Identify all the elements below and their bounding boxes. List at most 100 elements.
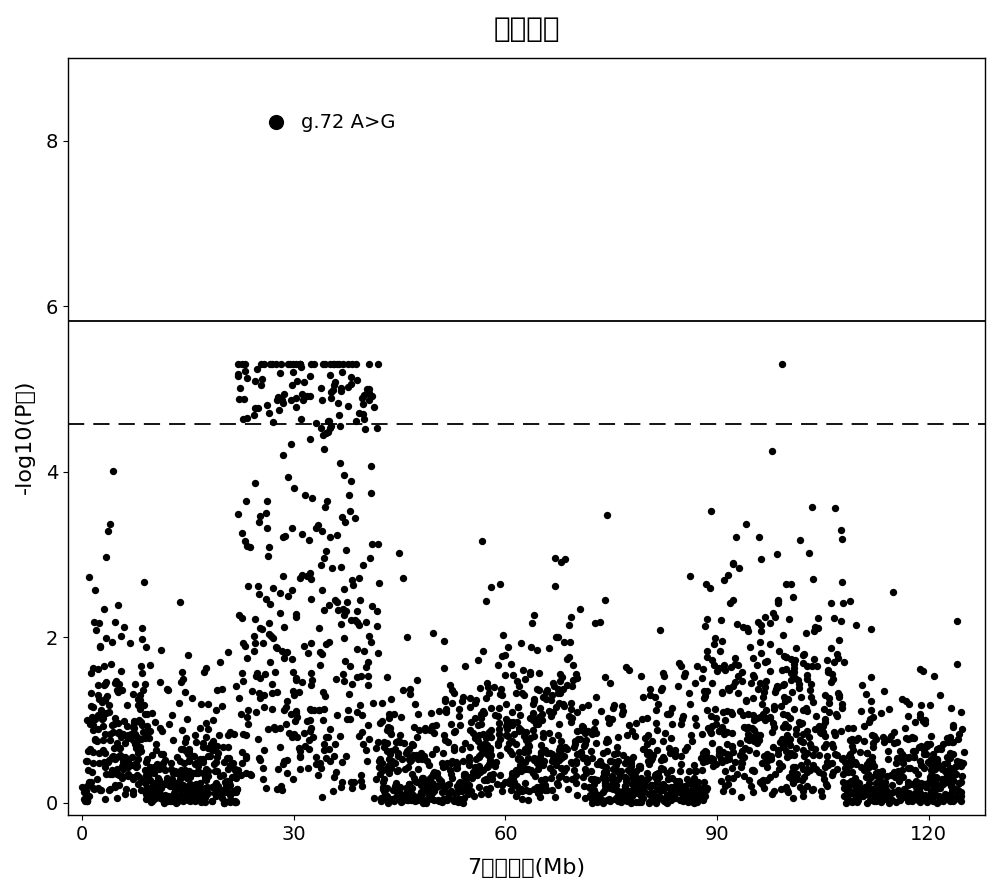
Point <box>475 726 491 740</box>
Point <box>442 678 458 692</box>
Point <box>340 357 356 371</box>
Point <box>85 745 101 759</box>
Point <box>104 750 120 764</box>
Point <box>659 791 675 805</box>
Point <box>732 736 748 750</box>
Point <box>198 773 214 788</box>
Point <box>838 789 854 804</box>
Point <box>370 735 386 749</box>
Point <box>688 779 704 793</box>
Point <box>640 755 656 769</box>
Point <box>739 731 755 746</box>
Point <box>903 790 919 805</box>
Point <box>831 690 847 705</box>
Point <box>605 782 621 797</box>
Point <box>380 796 396 810</box>
Point <box>847 771 863 785</box>
Point <box>361 386 377 400</box>
Point <box>167 780 183 795</box>
Point <box>839 782 855 797</box>
Point <box>695 792 711 806</box>
Point <box>325 383 341 397</box>
Point <box>687 764 703 778</box>
Point <box>535 725 551 739</box>
Point <box>423 783 439 797</box>
Point <box>839 786 855 800</box>
Point <box>388 784 404 798</box>
Point <box>391 785 407 799</box>
Point <box>288 610 304 624</box>
Point <box>740 706 756 721</box>
Point <box>564 711 580 725</box>
Point <box>465 726 481 740</box>
Point <box>699 644 715 658</box>
Point <box>342 658 358 672</box>
Point <box>414 772 430 786</box>
Point <box>762 616 778 630</box>
Point <box>720 777 736 791</box>
Point <box>85 755 101 770</box>
Point <box>924 764 940 778</box>
Point <box>136 697 152 712</box>
Point <box>388 735 404 749</box>
Point <box>509 786 525 800</box>
Point <box>273 779 289 793</box>
Point <box>114 759 130 773</box>
Point <box>81 789 97 803</box>
Point <box>181 754 197 768</box>
Point <box>194 782 210 797</box>
Point <box>137 776 153 790</box>
Point <box>926 787 942 801</box>
Point <box>580 697 596 712</box>
Point <box>259 397 275 412</box>
Point <box>455 796 471 810</box>
Point <box>492 687 508 701</box>
Point <box>176 769 192 783</box>
Point <box>226 726 242 740</box>
Point <box>631 786 647 800</box>
Point <box>548 758 564 772</box>
Point <box>89 734 105 748</box>
Point <box>169 795 185 809</box>
Point <box>649 782 665 797</box>
Point <box>142 782 158 797</box>
Point <box>575 770 591 784</box>
Point <box>697 789 713 804</box>
Point <box>478 594 494 608</box>
Point <box>812 722 828 736</box>
Point <box>895 770 911 784</box>
Point <box>842 747 858 762</box>
Point <box>713 613 729 628</box>
Point <box>534 707 550 722</box>
Point <box>478 690 494 705</box>
Point <box>795 742 811 756</box>
Point <box>503 783 519 797</box>
Point <box>848 780 864 794</box>
Point <box>816 740 832 755</box>
Point <box>671 773 687 788</box>
Point <box>299 714 315 729</box>
Point <box>291 741 307 755</box>
Point <box>520 750 536 764</box>
Point <box>145 765 161 780</box>
Point <box>173 675 189 689</box>
Point <box>440 789 456 804</box>
Point <box>419 755 435 769</box>
Point <box>341 687 357 701</box>
Point <box>951 776 967 790</box>
Point <box>394 792 410 806</box>
Point <box>549 776 565 790</box>
Point <box>681 784 697 798</box>
Point <box>125 788 141 802</box>
Point <box>927 762 943 776</box>
Point <box>131 714 147 728</box>
Point <box>806 624 822 638</box>
Point <box>267 722 283 737</box>
Point <box>428 742 444 756</box>
Point <box>454 784 470 798</box>
Point <box>288 671 304 685</box>
Point <box>251 751 267 765</box>
Point <box>315 685 331 699</box>
Point <box>120 730 136 744</box>
Point <box>631 778 647 792</box>
